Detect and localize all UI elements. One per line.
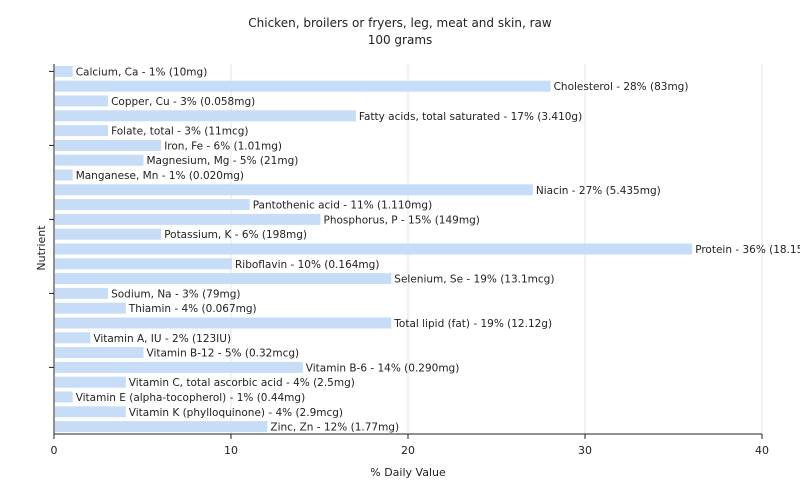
x-tick-label: 0 (51, 444, 58, 457)
bar (55, 228, 162, 240)
bar-label: Zinc, Zn - 12% (1.77mg) (270, 422, 399, 434)
bar (55, 154, 144, 166)
chart-title: Chicken, broilers or fryers, leg, meat a… (248, 16, 552, 30)
bar-label: Selenium, Se - 19% (13.1mcg) (394, 274, 554, 286)
bar (55, 361, 303, 373)
bar (55, 125, 109, 137)
x-tick-label: 10 (224, 444, 238, 457)
bar-label: Protein - 36% (18.15g) (695, 244, 800, 256)
bar (55, 139, 162, 151)
bar-label: Vitamin E (alpha-tocopherol) - 1% (0.44m… (76, 392, 306, 404)
bar-label: Vitamin C, total ascorbic acid - 4% (2.5… (129, 377, 355, 389)
bar-label: Vitamin B-12 - 5% (0.32mcg) (147, 348, 300, 360)
bar-label: Fatty acids, total saturated - 17% (3.41… (359, 111, 582, 123)
bar-label: Cholesterol - 28% (83mg) (554, 81, 689, 93)
bar-label: Niacin - 27% (5.435mg) (536, 185, 661, 197)
bar-label: Thiamin - 4% (0.067mg) (128, 303, 257, 315)
bar-label: Magnesium, Mg - 5% (21mg) (147, 155, 299, 167)
bar-label: Vitamin B-6 - 14% (0.290mg) (306, 362, 460, 374)
bar-label: Potassium, K - 6% (198mg) (164, 229, 307, 241)
x-tick-label: 20 (401, 444, 415, 457)
bar-label: Folate, total - 3% (11mcg) (111, 126, 248, 138)
bar-label: Sodium, Na - 3% (79mg) (111, 288, 240, 300)
bar (55, 391, 73, 403)
bar (55, 302, 126, 314)
bar (55, 110, 356, 122)
bar (55, 406, 126, 418)
chart-subtitle: 100 grams (368, 33, 433, 47)
x-tick-label: 40 (755, 444, 769, 457)
bar (55, 273, 392, 285)
bar (55, 80, 551, 92)
bar-label: Iron, Fe - 6% (1.01mg) (164, 140, 282, 152)
bar (55, 317, 392, 329)
bar (55, 421, 268, 433)
bar (55, 184, 533, 196)
bar-label: Total lipid (fat) - 19% (12.12g) (393, 318, 552, 330)
bar-label: Manganese, Mn - 1% (0.020mg) (76, 170, 244, 182)
axes: 0 10 20 30 40 (49, 64, 769, 457)
x-tick-label: 30 (578, 444, 592, 457)
x-axis-title: % Daily Value (370, 466, 446, 479)
bar (55, 258, 232, 270)
y-axis-title: Nutrient (35, 225, 48, 271)
bar (55, 169, 73, 181)
bar (55, 243, 693, 255)
bar (55, 347, 144, 359)
bar-label: Vitamin A, IU - 2% (123IU) (93, 333, 231, 345)
bar (55, 213, 321, 225)
bar-label: Riboflavin - 10% (0.164mg) (235, 259, 379, 271)
bar (55, 376, 126, 388)
bar-label: Vitamin K (phylloquinone) - 4% (2.9mcg) (129, 407, 343, 419)
bar-label: Calcium, Ca - 1% (10mg) (76, 66, 208, 78)
bars: Calcium, Ca - 1% (10mg) Cholesterol - 28%… (55, 65, 800, 434)
bar (55, 65, 73, 77)
bar (55, 332, 91, 344)
bar-label: Phosphorus, P - 15% (149mg) (324, 214, 480, 226)
bar (55, 199, 250, 211)
bar-label: Pantothenic acid - 11% (1.110mg) (253, 200, 432, 212)
bar (55, 95, 109, 107)
bar-label: Copper, Cu - 3% (0.058mg) (111, 96, 255, 108)
bar (55, 287, 109, 299)
